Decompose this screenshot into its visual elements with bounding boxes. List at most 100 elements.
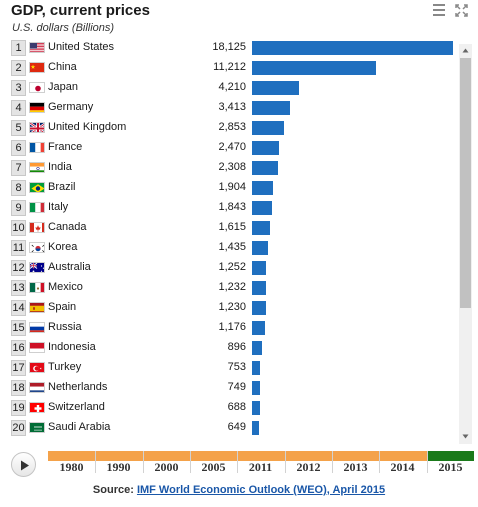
gdp-value-label: 3,413 xyxy=(218,101,246,113)
timeline-year-2015[interactable]: 2015 xyxy=(438,460,463,474)
gdp-bar[interactable] xyxy=(252,181,273,195)
table-row: 2 China 11,212 xyxy=(8,58,458,78)
timeline-selected-segment xyxy=(427,451,474,461)
country-name: Turkey xyxy=(48,361,82,373)
gdp-value-label: 896 xyxy=(227,341,246,353)
table-row: 7 India 2,308 xyxy=(8,158,458,178)
expand-arrows-icon[interactable] xyxy=(455,4,468,17)
rank-badge: 2 xyxy=(11,60,26,76)
gdp-bar[interactable] xyxy=(252,221,270,235)
table-row: 14 Spain 1,230 xyxy=(8,298,458,318)
country-name: Korea xyxy=(48,241,78,253)
flag-ch-icon xyxy=(29,402,45,413)
table-row: 18 Netherlands 749 xyxy=(8,378,458,398)
scroll-up-arrow-icon[interactable] xyxy=(459,44,472,57)
gdp-value-label: 1,232 xyxy=(218,281,246,293)
gdp-bar[interactable] xyxy=(252,141,279,155)
chart-subtitle: U.S. dollars (Billions) xyxy=(12,22,115,34)
gdp-bar[interactable] xyxy=(252,361,260,375)
timeline-divider xyxy=(95,451,96,473)
rank-badge: 16 xyxy=(11,340,26,356)
flag-es-icon xyxy=(29,302,45,313)
rank-badge: 15 xyxy=(11,320,26,336)
rank-badge: 17 xyxy=(11,360,26,376)
source-link[interactable]: IMF World Economic Outlook (WEO), April … xyxy=(136,484,386,496)
gdp-value-label: 1,435 xyxy=(218,241,246,253)
table-row: 10 Canada 1,615 xyxy=(8,218,458,238)
gdp-bar[interactable] xyxy=(252,101,290,115)
rank-badge: 4 xyxy=(11,100,26,116)
timeline-divider xyxy=(332,451,333,473)
flag-de-icon xyxy=(29,102,45,113)
table-row: 19 Switzerland 688 xyxy=(8,398,458,418)
timeline-year-2000[interactable]: 2000 xyxy=(154,460,179,474)
country-name: Saudi Arabia xyxy=(48,421,111,433)
gdp-bar[interactable] xyxy=(252,241,268,255)
table-row: 4 Germany 3,413 xyxy=(8,98,458,118)
table-row: 13 Mexico 1,232 xyxy=(8,278,458,298)
flag-gb-icon xyxy=(29,122,45,133)
country-name: United States xyxy=(48,41,115,53)
rank-badge: 9 xyxy=(11,200,26,216)
timeline-year-2012[interactable]: 2012 xyxy=(296,460,321,474)
gdp-bar[interactable] xyxy=(252,201,272,215)
gdp-bar[interactable] xyxy=(252,301,266,315)
scrollbar[interactable] xyxy=(459,44,472,444)
table-row: 11 Korea 1,435 xyxy=(8,238,458,258)
gdp-bar[interactable] xyxy=(252,261,266,275)
country-name: Netherlands xyxy=(48,381,108,393)
timeline-year-2011[interactable]: 2011 xyxy=(248,460,273,474)
rank-badge: 12 xyxy=(11,260,26,276)
country-name: India xyxy=(48,161,72,173)
flag-us-icon xyxy=(29,42,45,53)
gdp-bar[interactable] xyxy=(252,401,260,415)
rank-badge: 18 xyxy=(11,380,26,396)
gdp-value-label: 649 xyxy=(227,421,246,433)
gdp-value-label: 1,230 xyxy=(218,301,246,313)
table-row: 16 Indonesia 896 xyxy=(8,338,458,358)
country-name: Brazil xyxy=(48,181,76,193)
country-name: Switzerland xyxy=(48,401,105,413)
flag-id-icon xyxy=(29,342,45,353)
gdp-value-label: 2,853 xyxy=(218,121,246,133)
gdp-bar[interactable] xyxy=(252,341,262,355)
gdp-value-label: 2,308 xyxy=(218,161,246,173)
gdp-bar[interactable] xyxy=(252,121,284,135)
flag-it-icon xyxy=(29,202,45,213)
gdp-bar[interactable] xyxy=(252,281,266,295)
gdp-bar[interactable] xyxy=(252,161,278,175)
rank-badge: 6 xyxy=(11,140,26,156)
timeline-divider xyxy=(143,451,144,473)
country-name: Australia xyxy=(48,261,91,273)
scroll-thumb[interactable] xyxy=(460,58,471,308)
rank-badge: 20 xyxy=(11,420,26,436)
year-timeline[interactable]: 1980 1990 2000 2005 2011 2012 2013 2014 2015 xyxy=(48,447,474,479)
flag-cn-icon xyxy=(29,62,45,73)
gdp-bar[interactable] xyxy=(252,381,260,395)
country-name: China xyxy=(48,61,77,73)
hamburger-menu-icon[interactable] xyxy=(433,4,445,16)
timeline-year-2013[interactable]: 2013 xyxy=(343,460,368,474)
country-name: Spain xyxy=(48,301,77,313)
timeline-year-1990[interactable]: 1990 xyxy=(106,460,131,474)
scroll-down-arrow-icon[interactable] xyxy=(459,430,472,443)
flag-in-icon xyxy=(29,162,45,173)
table-row: 1 United States 18,125 xyxy=(8,38,458,58)
rank-badge: 8 xyxy=(11,180,26,196)
gdp-bar[interactable] xyxy=(252,81,299,95)
table-row: 20 Saudi Arabia 649 xyxy=(8,418,458,438)
rank-badge: 10 xyxy=(11,220,26,236)
gdp-value-label: 1,252 xyxy=(218,261,246,273)
gdp-bar[interactable] xyxy=(252,421,259,435)
country-name: France xyxy=(48,141,83,153)
country-name: Japan xyxy=(48,81,78,93)
timeline-year-2014[interactable]: 2014 xyxy=(390,460,415,474)
gdp-bar[interactable] xyxy=(252,321,265,335)
gdp-bar[interactable] xyxy=(252,61,376,75)
timeline-divider xyxy=(379,451,380,473)
timeline-year-1980[interactable]: 1980 xyxy=(59,460,84,474)
play-button[interactable] xyxy=(11,452,36,477)
gdp-bar[interactable] xyxy=(252,41,453,55)
table-row: 15 Russia 1,176 xyxy=(8,318,458,338)
timeline-year-2005[interactable]: 2005 xyxy=(201,460,226,474)
